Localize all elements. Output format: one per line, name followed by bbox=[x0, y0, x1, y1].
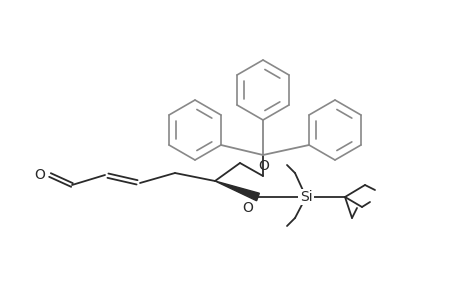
Text: O: O bbox=[241, 201, 252, 215]
Text: Si: Si bbox=[299, 190, 312, 204]
Polygon shape bbox=[214, 181, 259, 201]
Text: O: O bbox=[34, 168, 45, 182]
Text: O: O bbox=[258, 159, 269, 173]
